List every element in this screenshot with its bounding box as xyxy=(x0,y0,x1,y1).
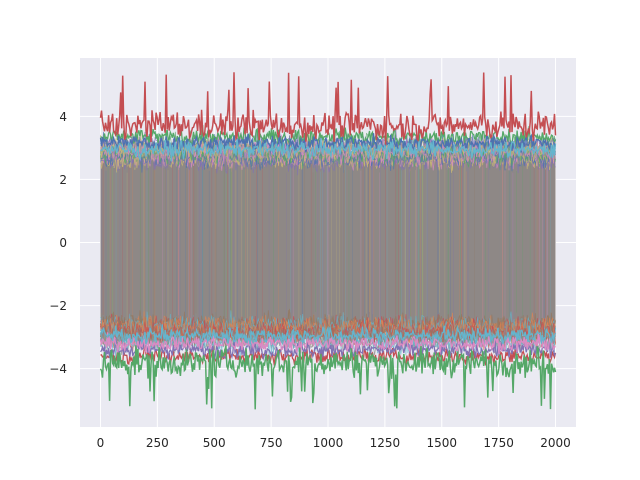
x-tick-label: 2000 xyxy=(540,436,571,450)
series-body xyxy=(100,152,556,333)
x-tick-label: 1250 xyxy=(370,436,401,450)
x-tick-label: 1750 xyxy=(483,436,514,450)
y-axis-ticks: −4 −2 0 2 4 xyxy=(49,110,67,376)
series-line xyxy=(100,137,556,167)
y-tick-label: 4 xyxy=(59,110,67,124)
y-tick-label: 2 xyxy=(59,173,67,187)
x-tick-label: 750 xyxy=(260,436,283,450)
y-tick-label: −2 xyxy=(49,299,67,313)
x-tick-label: 250 xyxy=(146,436,169,450)
x-tick-label: 1000 xyxy=(313,436,344,450)
x-tick-label: 500 xyxy=(203,436,226,450)
series-line xyxy=(100,138,557,162)
x-tick-label: 0 xyxy=(97,436,105,450)
series-line xyxy=(100,338,557,361)
y-tick-label: −4 xyxy=(49,362,67,376)
series-line-upper xyxy=(99,72,557,145)
x-tick-label: 1500 xyxy=(426,436,457,450)
data-series xyxy=(99,72,557,410)
x-axis-ticks: 0 250 500 750 1000 1250 1500 1750 2000 xyxy=(97,436,571,450)
series-line-lower xyxy=(99,345,557,410)
y-tick-label: 0 xyxy=(59,236,67,250)
series-line xyxy=(99,324,557,346)
